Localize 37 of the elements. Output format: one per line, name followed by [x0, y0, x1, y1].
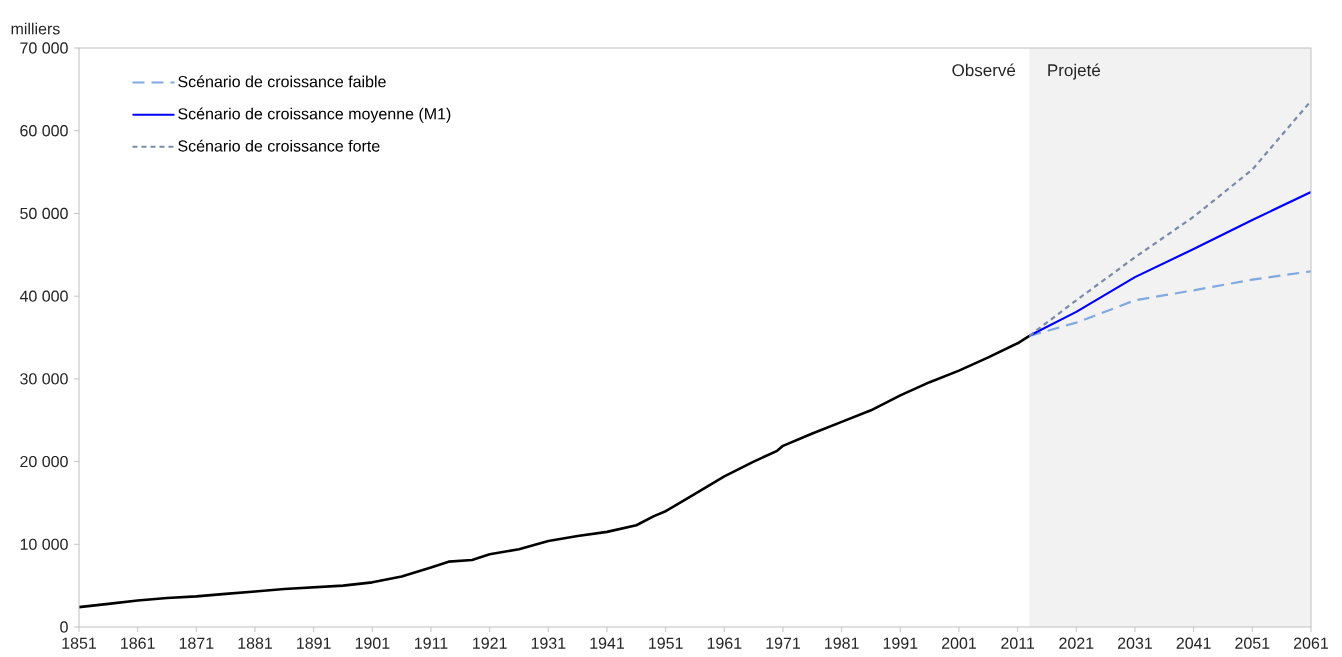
y-tick-label: 50 000: [20, 207, 68, 220]
band-label: Projeté: [1048, 63, 1101, 80]
x-tick-label: 1891: [297, 637, 331, 649]
legend-label: Scénario de croissance moyenne (M1): [178, 107, 451, 123]
annotation: Observé: [952, 63, 1016, 77]
x-tick-label: 1861: [121, 637, 155, 649]
x-tick-label: 1881: [238, 637, 272, 649]
x-tick-label: 1871: [179, 637, 214, 649]
x-tick-label: 1981: [825, 637, 859, 649]
x-tick-label: 1901: [355, 637, 390, 649]
x-tick-label: 1851: [62, 637, 96, 649]
x-tick-label: 1971: [766, 637, 800, 649]
x-tick-label: 2061: [1293, 637, 1328, 649]
y-tick-label: 20 000: [20, 455, 68, 468]
x-tick-label: 2041: [1176, 637, 1211, 649]
y-tick-label: 40 000: [19, 290, 68, 302]
x-tick-label: 2031: [1117, 637, 1152, 649]
legend-label: Scénario de croissance faible: [178, 75, 386, 88]
y-tick-label: 60 000: [20, 125, 68, 137]
y-axis-title: milliers: [11, 22, 60, 35]
y-tick-label: 30 000: [20, 373, 68, 385]
x-tick-label: 1911: [415, 637, 448, 649]
x-tick-label: 1921: [473, 637, 507, 649]
x-tick-label: 1931: [531, 637, 566, 649]
legend-label: Scénario de croissance forte: [178, 139, 380, 152]
x-tick-label: 2021: [1059, 637, 1094, 649]
x-tick-label: 1941: [590, 637, 624, 649]
x-tick-label: 1951: [649, 637, 683, 649]
x-tick-label: 2051: [1235, 637, 1270, 649]
x-tick-label: 2001: [941, 637, 976, 649]
x-tick-label: 1961: [707, 637, 742, 649]
y-tick-label: 0: [60, 621, 68, 633]
line-series: [1028, 190, 1311, 337]
x-tick-label: 1991: [883, 637, 918, 649]
x-tick-label: 2011: [1001, 637, 1035, 649]
y-tick-label: 10 000: [20, 538, 68, 550]
y-tick-label: 70 000: [20, 42, 68, 54]
